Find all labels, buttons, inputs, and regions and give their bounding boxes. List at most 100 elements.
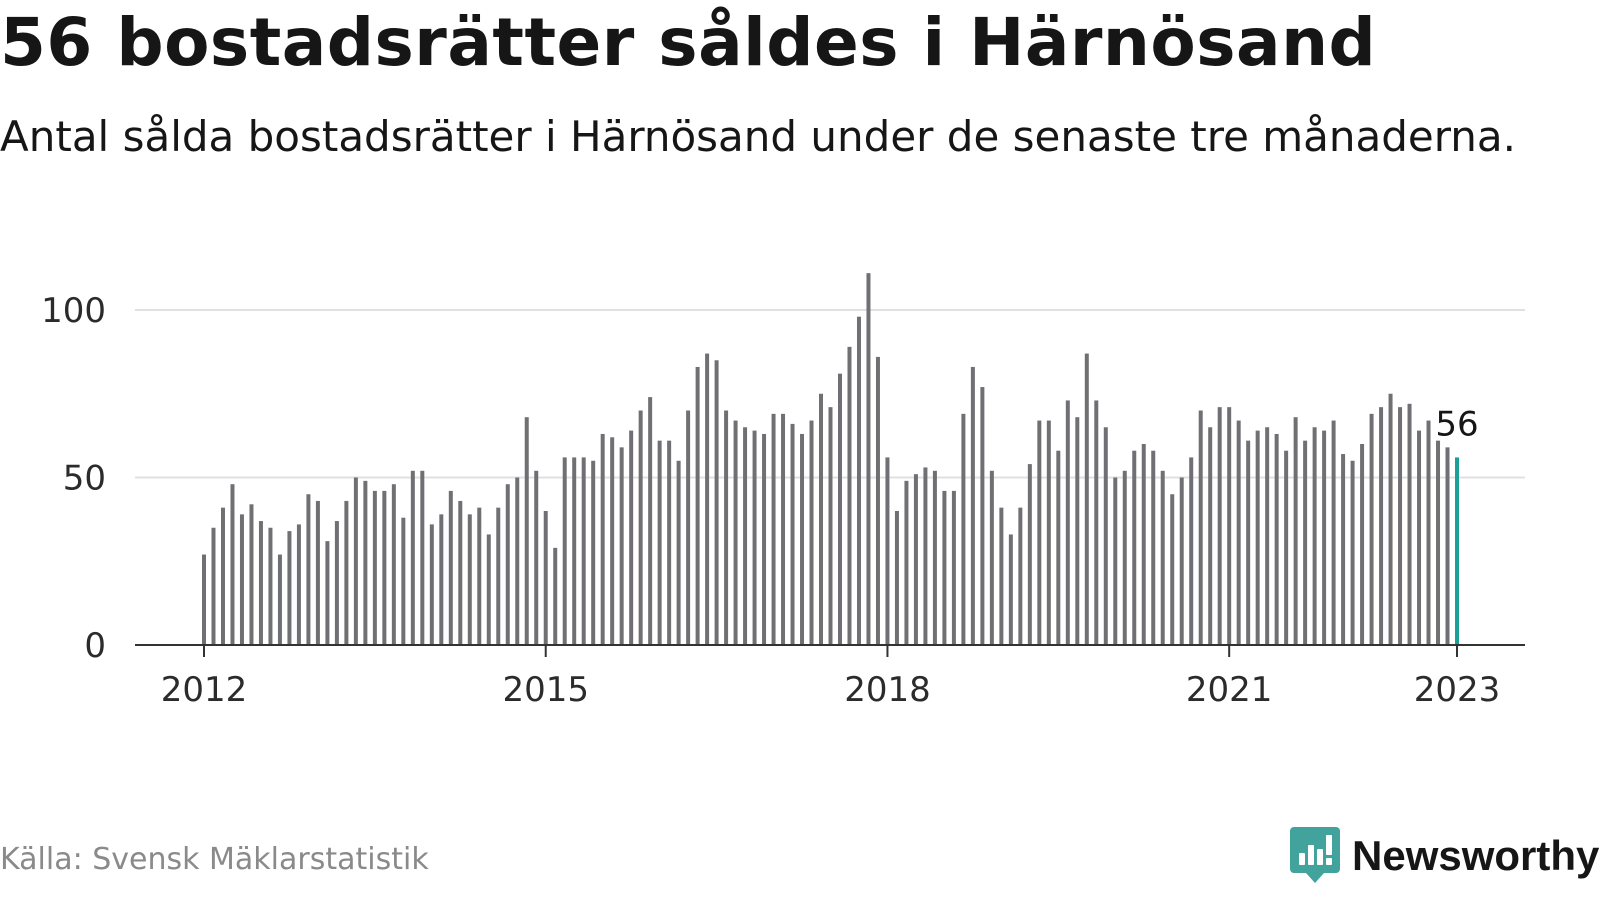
bar xyxy=(296,524,301,645)
bar xyxy=(505,484,510,645)
bar xyxy=(837,373,842,645)
bar xyxy=(970,366,975,645)
bar xyxy=(1103,427,1108,645)
bar xyxy=(1265,427,1270,645)
bar xyxy=(353,477,358,645)
bar xyxy=(1341,454,1346,645)
bar xyxy=(800,433,805,645)
y-tick-label: 50 xyxy=(63,459,106,499)
bar xyxy=(1255,430,1260,645)
x-tick-label: 2015 xyxy=(502,670,589,710)
bar xyxy=(268,527,273,645)
bar xyxy=(391,484,396,645)
brand-logo[interactable]: Newsworthy xyxy=(1290,826,1599,886)
bar xyxy=(1227,407,1232,645)
bar xyxy=(1179,477,1184,645)
bar xyxy=(1084,353,1089,645)
bar xyxy=(629,430,634,645)
bar xyxy=(695,366,700,645)
bar xyxy=(1122,470,1127,645)
bar xyxy=(819,393,824,645)
newsworthy-logo-icon xyxy=(1290,827,1340,883)
bar xyxy=(410,470,415,645)
bar xyxy=(724,410,729,645)
bar xyxy=(1198,410,1203,645)
bar xyxy=(809,420,814,645)
bar xyxy=(885,457,890,645)
bar xyxy=(230,484,235,645)
bar xyxy=(1398,407,1403,645)
bar xyxy=(249,504,254,645)
bar xyxy=(211,527,216,645)
bar xyxy=(277,554,282,645)
bar xyxy=(875,356,880,645)
bar xyxy=(363,480,368,645)
bar xyxy=(1160,470,1165,645)
bar-highlight xyxy=(1455,457,1459,645)
bar xyxy=(372,490,377,645)
bar xyxy=(239,514,244,645)
bar xyxy=(581,457,586,645)
bar xyxy=(856,316,861,645)
y-tick-label: 0 xyxy=(84,626,106,666)
bar xyxy=(923,467,928,645)
bar xyxy=(515,477,520,645)
bar xyxy=(619,447,624,645)
bar xyxy=(220,507,225,645)
bar xyxy=(543,511,548,645)
bar xyxy=(1417,430,1422,645)
bar xyxy=(334,521,339,645)
bar xyxy=(961,413,966,645)
source-note: Källa: Svensk Mäklarstatistik xyxy=(0,842,429,877)
bar xyxy=(771,413,776,645)
chart-title: 56 bostadsrätter såldes i Härnösand xyxy=(0,4,1377,81)
bar xyxy=(458,500,463,645)
bar xyxy=(306,494,311,645)
bar xyxy=(1369,413,1374,645)
bar xyxy=(1236,420,1241,645)
highlight-data-label: 56 xyxy=(1435,404,1478,444)
bar xyxy=(1170,494,1175,645)
y-tick-label: 100 xyxy=(41,291,106,331)
bar xyxy=(344,500,349,645)
bar xyxy=(638,410,643,645)
bar xyxy=(1284,450,1289,645)
bar xyxy=(1322,430,1327,645)
x-tick-label: 2018 xyxy=(844,670,931,710)
bar xyxy=(553,547,558,645)
bar xyxy=(325,541,330,645)
bar xyxy=(1094,400,1099,645)
bar xyxy=(1141,444,1146,645)
bar xyxy=(904,480,909,645)
bar xyxy=(1037,420,1042,645)
bar xyxy=(1331,420,1336,645)
bar xyxy=(951,490,956,645)
bar xyxy=(1075,417,1080,645)
bar xyxy=(866,273,871,645)
bar xyxy=(562,457,567,645)
bar xyxy=(1445,447,1450,645)
bar xyxy=(572,457,577,645)
bar xyxy=(1151,450,1156,645)
bar xyxy=(477,507,482,645)
bar xyxy=(847,346,852,645)
bar xyxy=(439,514,444,645)
bar xyxy=(1008,534,1013,645)
bar xyxy=(686,410,691,645)
bar xyxy=(1189,457,1194,645)
bar xyxy=(420,470,425,645)
bar xyxy=(676,460,681,645)
bar xyxy=(610,437,615,645)
bar xyxy=(1246,440,1251,645)
bar xyxy=(714,360,719,645)
bar xyxy=(894,511,899,645)
bar xyxy=(762,433,767,645)
bar-chart: 0 50 100 2012 2015 2018 2021 2023 56 xyxy=(41,273,1525,710)
bar xyxy=(1217,407,1222,645)
bar xyxy=(600,433,605,645)
bar xyxy=(913,474,918,645)
bar xyxy=(743,427,748,645)
bar xyxy=(752,430,757,645)
bar xyxy=(1046,420,1051,645)
bar xyxy=(1132,450,1137,645)
